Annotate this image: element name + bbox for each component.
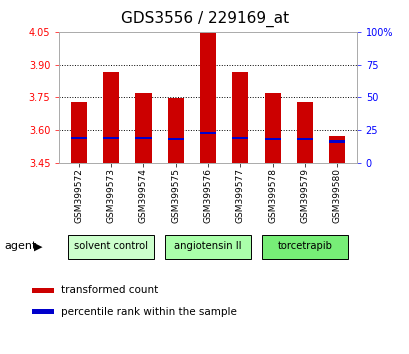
Bar [264,93,280,163]
Bar [264,138,280,140]
Bar [71,137,87,139]
Bar [328,136,344,163]
Bar [71,102,87,163]
Bar [68,235,154,259]
Bar [135,137,151,139]
Bar [31,309,54,314]
Bar [135,93,151,163]
Text: percentile rank within the sample: percentile rank within the sample [61,307,236,316]
Bar [167,98,183,163]
Text: torcetrapib: torcetrapib [277,241,332,251]
Bar [167,138,183,140]
Text: ▶: ▶ [34,241,42,251]
Bar [103,137,119,139]
Bar [296,138,312,140]
Bar [328,140,344,143]
Bar [31,288,54,293]
Bar [261,235,347,259]
Bar [165,235,250,259]
Text: solvent control: solvent control [74,241,148,251]
Text: transformed count: transformed count [61,285,158,295]
Bar [296,102,312,163]
Text: angiotensin II: angiotensin II [174,241,241,251]
Bar [232,137,248,139]
Text: agent: agent [4,241,36,251]
Bar [103,72,119,163]
Bar [200,32,216,163]
Text: GDS3556 / 229169_at: GDS3556 / 229169_at [121,11,288,27]
Bar [232,72,248,163]
Bar [200,132,216,135]
